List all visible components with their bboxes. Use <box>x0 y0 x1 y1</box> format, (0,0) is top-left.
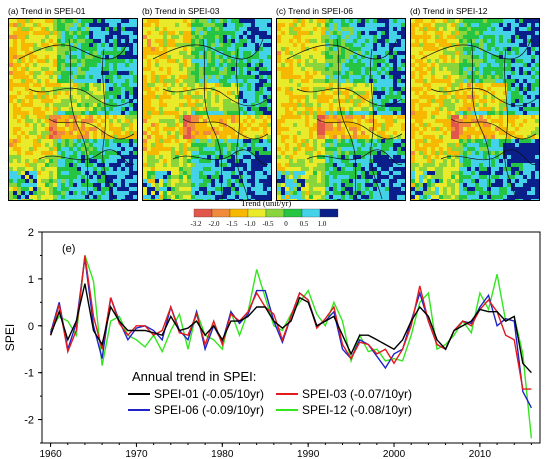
map-panel-d: (d) Trend in SPEI-12 <box>410 6 540 201</box>
y-tick-label: 1 <box>28 274 34 286</box>
x-tick-label: 1970 <box>125 449 148 459</box>
x-tick-label: 2010 <box>469 449 492 459</box>
colorbar-tick-label: -2.0 <box>208 220 220 228</box>
series-line <box>49 257 533 409</box>
y-axis-label: SPEI <box>3 324 17 351</box>
panel-label: (e) <box>62 243 75 255</box>
trend-map-spei-03 <box>142 18 272 201</box>
legend-entry: SPEI-03 (-0.07/10yr) <box>302 387 412 401</box>
map-title: (d) Trend in SPEI-12 <box>410 6 488 16</box>
x-tick-label: 1960 <box>39 449 62 459</box>
colorbar-swatch <box>319 208 339 218</box>
trend-map-spei-06 <box>276 18 406 201</box>
y-tick-label: -2 <box>24 415 34 427</box>
trend-map-spei-01 <box>8 18 138 201</box>
legend-entry: SPEI-06 (-0.09/10yr) <box>154 403 264 417</box>
plot-frame <box>41 231 541 444</box>
y-tick-label: 2 <box>28 227 34 239</box>
legend-entry: SPEI-12 (-0.08/10yr) <box>302 403 412 417</box>
map-panel-a: (a) Trend in SPEI-01 <box>8 6 138 201</box>
map-panel-b: (b) Trend in SPEI-03 <box>142 6 272 201</box>
colorbar-tick-label: -1.0 <box>244 220 256 228</box>
legend-title: Annual trend in SPEI: <box>132 369 256 384</box>
trend-map-spei-12 <box>410 18 540 201</box>
trend-colorbar: Trend (unit/yr) -3.2 -2.0 -1.5 -1.0 -0.5 0 0.5 1… <box>190 198 339 228</box>
colorbar-tick-label: 0.5 <box>300 220 309 228</box>
legend-entry: SPEI-01 (-0.05/10yr) <box>154 387 264 401</box>
x-tick-label: 1990 <box>297 449 320 459</box>
x-tick-label: 2000 <box>383 449 406 459</box>
colorbar-tick-label: -3.2 <box>190 220 202 228</box>
map-title: (a) Trend in SPEI-01 <box>8 6 86 16</box>
colorbar-tick-label: 0 <box>284 220 288 228</box>
x-tick-label: 1980 <box>211 449 234 459</box>
colorbar-tick-label: -1.5 <box>226 220 238 228</box>
map-title: (c) Trend in SPEI-06 <box>276 6 354 16</box>
colorbar-tick-label: 1.0 <box>318 220 327 228</box>
colorbar-title: Trend (unit/yr) <box>241 198 292 208</box>
map-title: (b) Trend in SPEI-03 <box>142 6 220 16</box>
y-tick-label: -1 <box>24 368 34 380</box>
colorbar-tick-label: -0.5 <box>262 220 274 228</box>
series-line <box>49 283 532 374</box>
y-tick-label: 0 <box>28 321 34 333</box>
map-panel-c: (c) Trend in SPEI-06 <box>276 6 406 201</box>
